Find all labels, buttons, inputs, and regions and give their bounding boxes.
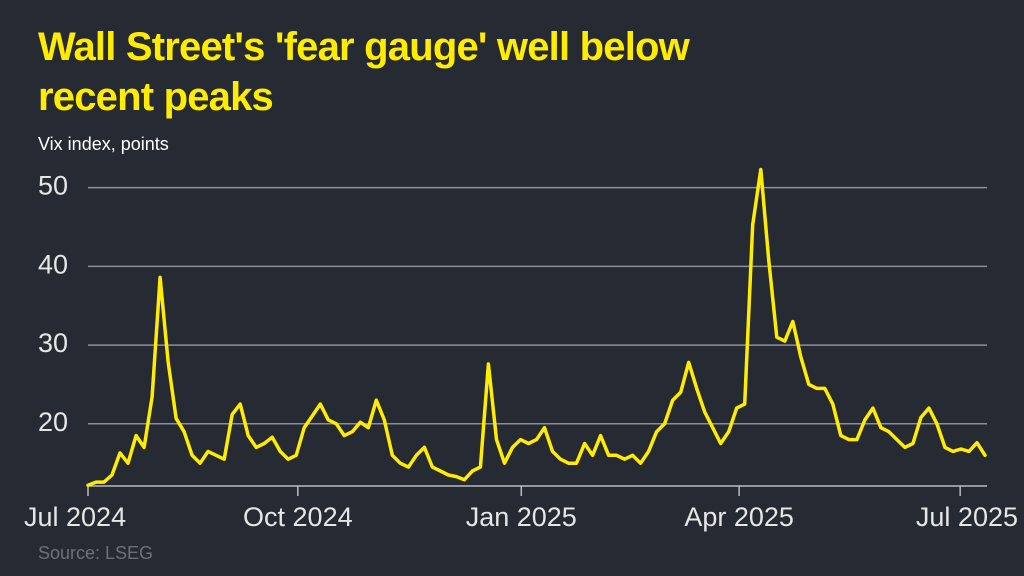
chart-title: Wall Street's 'fear gauge' well below re… bbox=[38, 25, 690, 119]
x-tick-label: Jul 2024 bbox=[24, 502, 126, 532]
x-tick-label: Jan 2025 bbox=[466, 502, 577, 532]
y-tick-label: 50 bbox=[38, 171, 68, 201]
y-tick-label: 30 bbox=[38, 328, 68, 358]
chart-subtitle: Vix index, points bbox=[38, 134, 169, 154]
vix-line bbox=[86, 167, 987, 487]
y-tick-label: 40 bbox=[38, 249, 68, 279]
x-tick-label: Apr 2025 bbox=[684, 502, 794, 532]
x-tick-label: Jul 2025 bbox=[916, 502, 1018, 532]
y-tick-label: 20 bbox=[38, 407, 68, 437]
x-tick-label: Oct 2024 bbox=[243, 502, 353, 532]
source-note: Source: LSEG bbox=[38, 543, 154, 563]
